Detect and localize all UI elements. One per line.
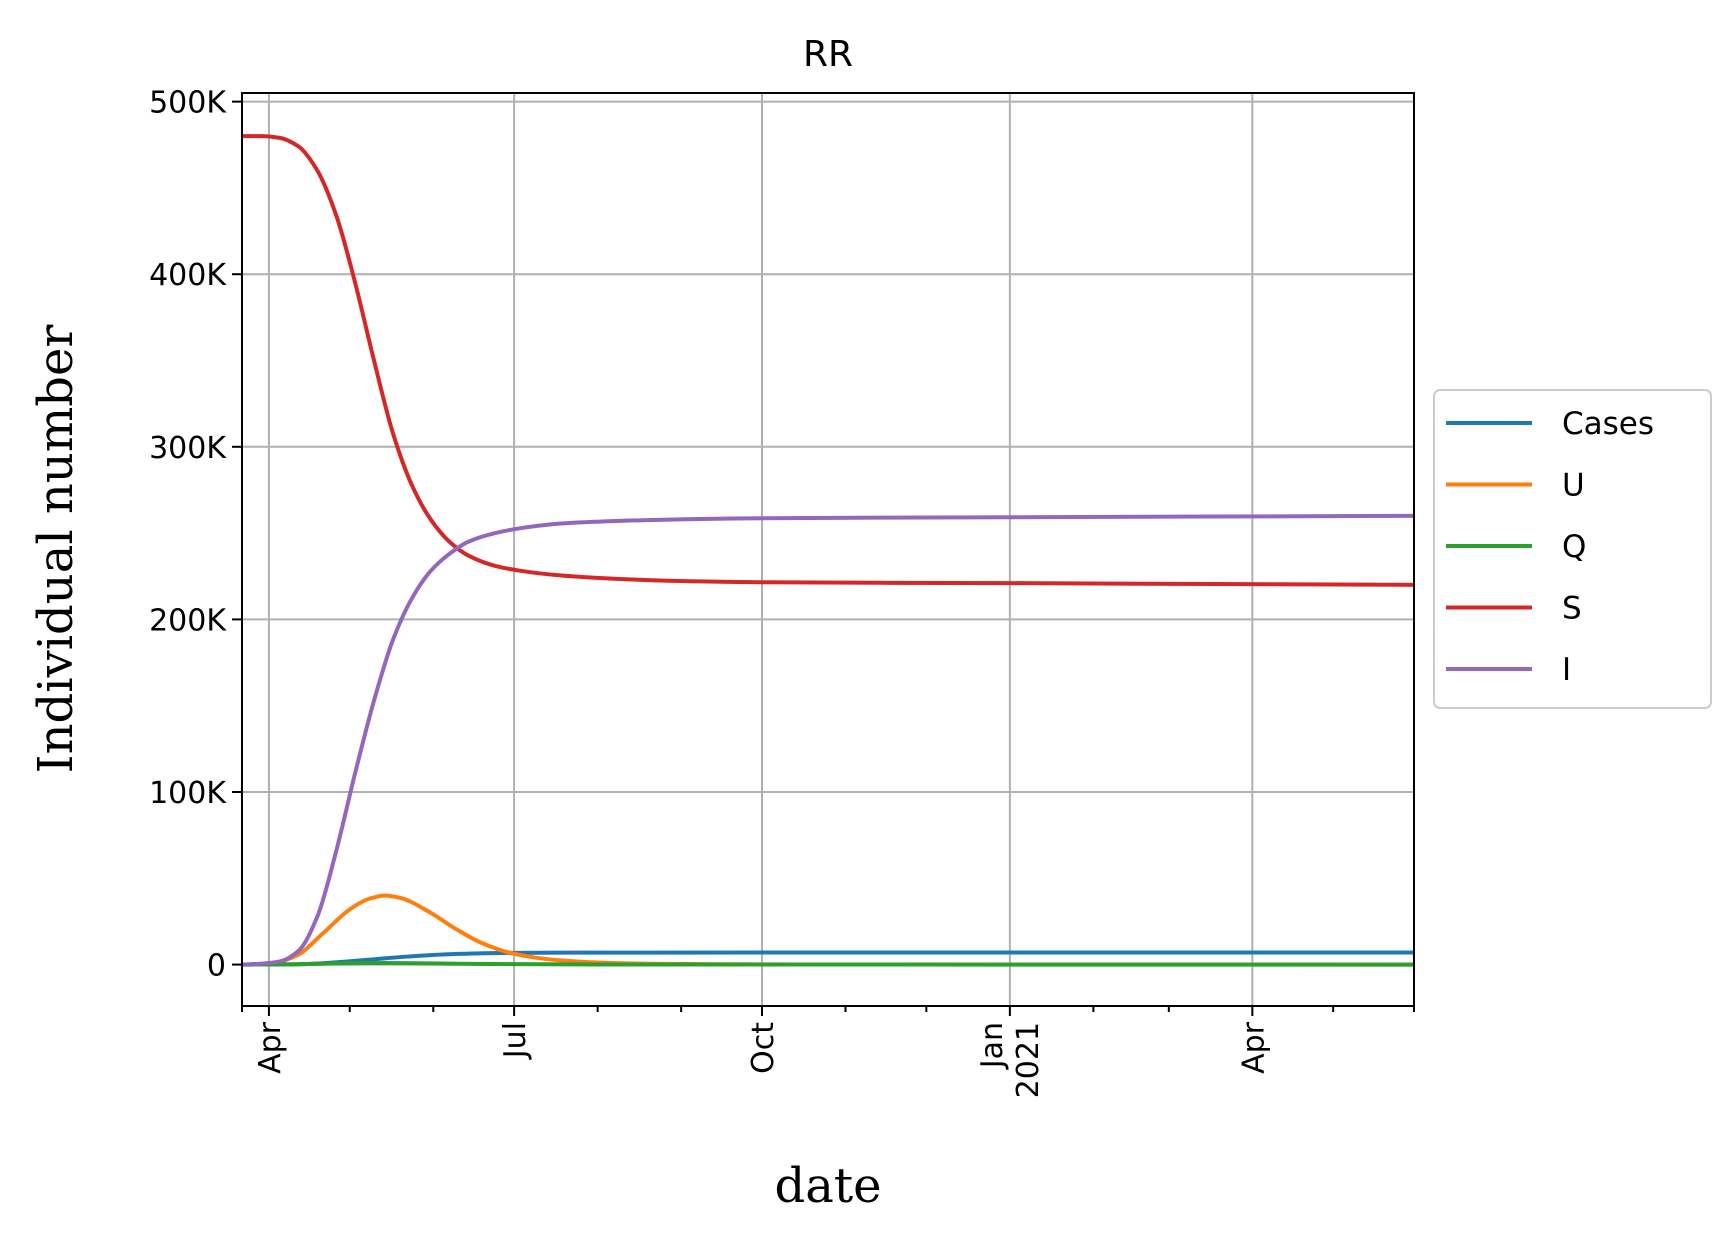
axes-frame [241,92,1415,1007]
x-tick-label-group: Jul [498,1022,533,1060]
x-tick-label: Jan [975,1022,1010,1070]
y-tick-label: 400K [149,258,227,293]
legend-label-u: U [1562,468,1585,504]
series-line-s [242,134,1415,587]
legend-label-q: Q [1562,529,1586,565]
x-tick-label-year: 2021 [1011,1022,1046,1098]
y-tick-label: 500K [149,86,227,121]
x-tick-label: Apr [253,1021,288,1074]
x-axis-label: date [774,1158,881,1214]
x-tick-label-group: Jan 2021 [975,1022,1046,1098]
legend-label-cases: Cases [1562,406,1654,442]
plot-area [241,134,1415,967]
legend-frame [1433,389,1712,709]
legend-label-i: I [1562,652,1571,688]
legend-label-s: S [1562,591,1582,627]
series-line-q [241,961,1415,967]
x-tick-label-group: Apr [1236,1021,1271,1074]
y-tick-label: 100K [149,776,227,811]
x-tick-label: Oct [746,1022,781,1074]
y-tick-label: 300K [149,431,227,466]
y-axis-label: Individual number [28,325,84,774]
x-tick-label-group: Apr [253,1021,288,1074]
y-axis: 0 100K 200K 300K 400K 500K [149,86,242,984]
x-tick-label-group: Oct [746,1022,781,1074]
x-axis: Apr Jul Oct Jan 2021 Apr [241,1006,1415,1098]
y-tick-label: 0 [207,949,226,984]
grid [242,93,1414,1006]
x-tick-label: Apr [1236,1021,1271,1074]
x-tick-label: Jul [498,1022,533,1060]
series-line-i [241,513,1415,967]
y-tick-label: 200K [149,603,227,638]
chart-title: RR [803,34,853,75]
